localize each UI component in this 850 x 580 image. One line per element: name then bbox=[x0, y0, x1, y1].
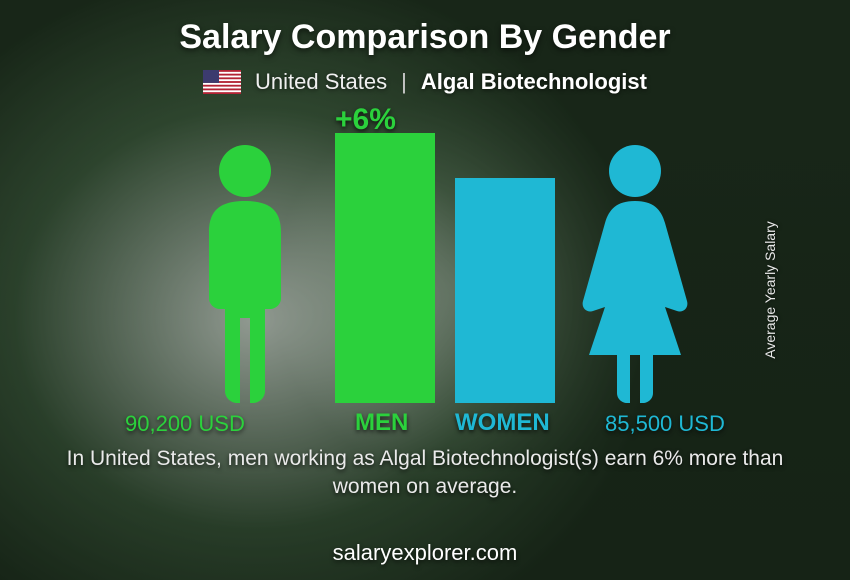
woman-icon bbox=[575, 143, 695, 403]
footer-source: salaryexplorer.com bbox=[333, 540, 518, 566]
men-bar bbox=[335, 133, 435, 403]
y-axis-label: Average Yearly Salary bbox=[761, 221, 777, 359]
man-icon bbox=[185, 143, 305, 403]
chart-area: +6% 90,200 USD MEN WOMEN 85,500 USD bbox=[75, 103, 775, 443]
women-salary: 85,500 USD bbox=[605, 411, 725, 437]
men-salary: 90,200 USD bbox=[125, 411, 245, 437]
pct-diff-label: +6% bbox=[335, 103, 396, 137]
country-label: United States bbox=[255, 69, 387, 95]
women-bar bbox=[455, 178, 555, 403]
women-label: WOMEN bbox=[455, 409, 550, 437]
job-title: Algal Biotechnologist bbox=[421, 69, 647, 95]
page-title: Salary Comparison By Gender bbox=[179, 18, 670, 57]
divider: | bbox=[401, 69, 407, 95]
content-container: Salary Comparison By Gender United State… bbox=[0, 0, 850, 580]
summary-text: In United States, men working as Algal B… bbox=[45, 445, 805, 502]
us-flag-icon bbox=[203, 70, 241, 94]
men-label: MEN bbox=[355, 409, 408, 437]
subtitle-row: United States | Algal Biotechnologist bbox=[203, 69, 647, 95]
